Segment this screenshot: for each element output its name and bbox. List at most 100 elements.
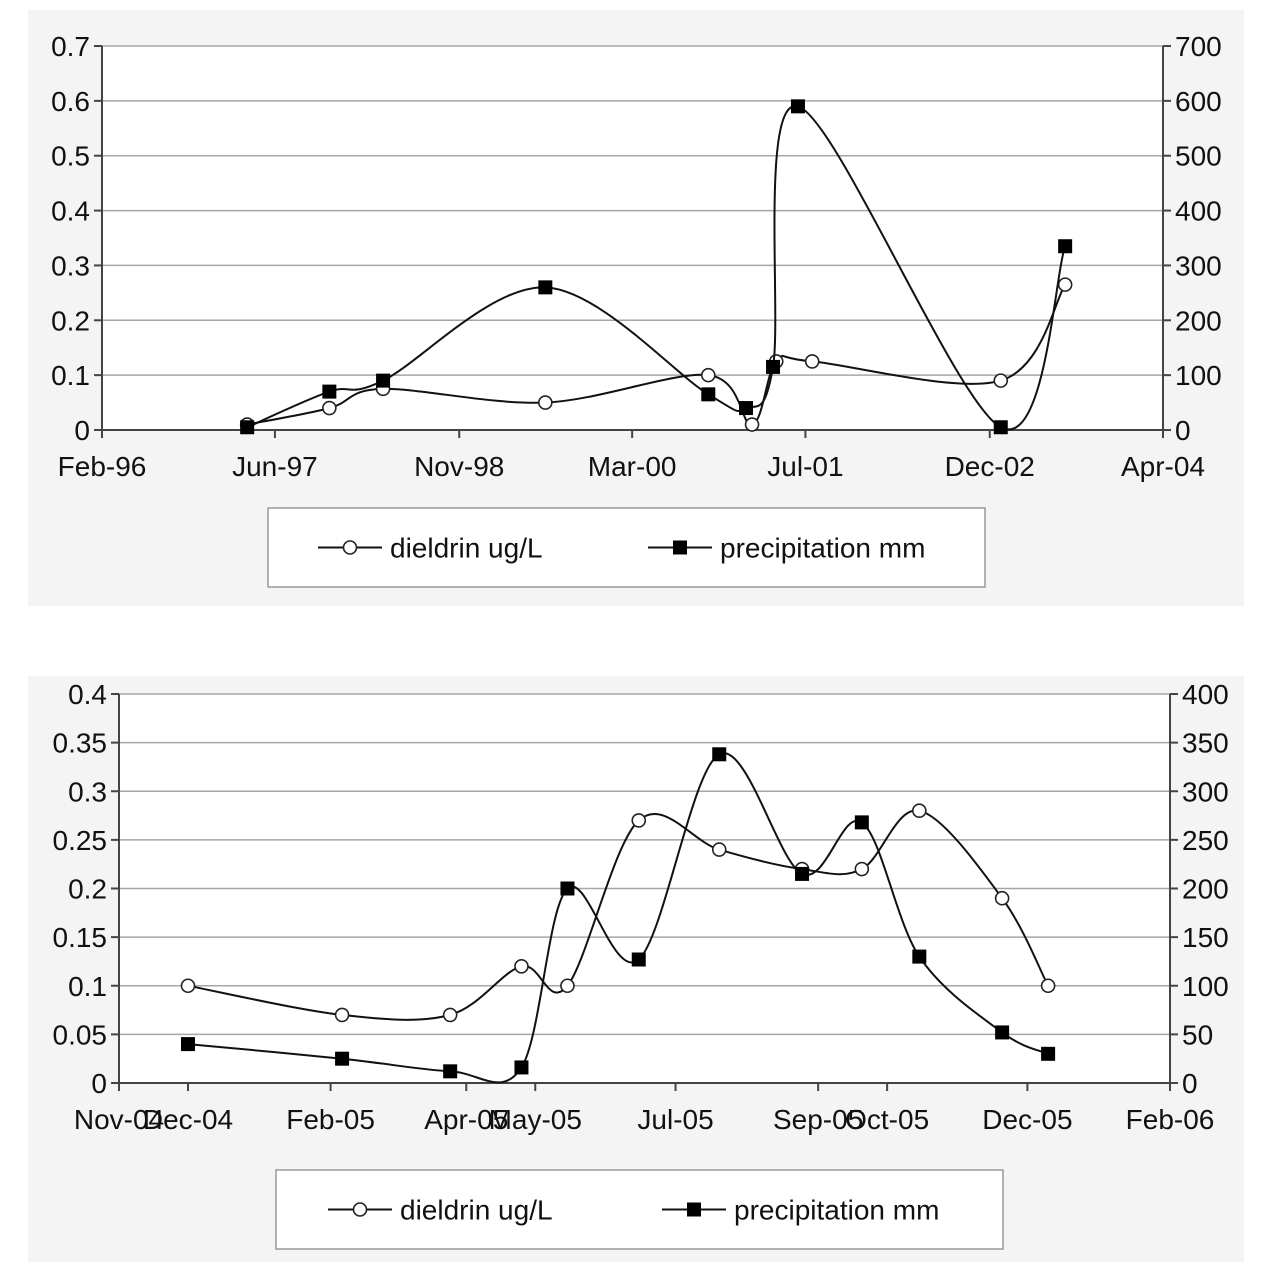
- data-point-circle: [322, 400, 337, 416]
- data-point-square: [854, 815, 869, 830]
- data-point-square: [1058, 239, 1073, 254]
- data-point-square: [712, 747, 727, 762]
- data-point-square: [443, 1064, 458, 1079]
- x-tick-label: Nov-04: [74, 1104, 164, 1135]
- y-right-tick-label: 0: [1175, 415, 1191, 446]
- y-left-tick-label: 0.15: [53, 922, 108, 953]
- x-tick-label: Jul-05: [637, 1104, 713, 1135]
- data-point-square: [376, 373, 391, 388]
- data-point-square: [240, 420, 255, 435]
- x-tick-label: Dec-04: [143, 1104, 233, 1135]
- y-right-tick-label: 100: [1182, 971, 1229, 1002]
- y-left-tick-label: 0.35: [53, 728, 108, 759]
- x-tick-label: Nov-98: [414, 451, 504, 482]
- data-point-square: [560, 881, 575, 896]
- data-point-square: [631, 952, 646, 967]
- x-tick-label: Feb-05: [286, 1104, 375, 1135]
- x-tick-label: May-05: [489, 1104, 582, 1135]
- y-right-tick-label: 50: [1182, 1019, 1213, 1050]
- legend-label: dieldrin ug/L: [390, 533, 543, 564]
- y-right-tick-label: 400: [1175, 196, 1222, 227]
- data-point-circle: [538, 395, 553, 410]
- legend-label: dieldrin ug/L: [400, 1195, 553, 1226]
- y-left-tick-label: 0: [91, 1068, 107, 1099]
- data-point-square: [795, 866, 810, 881]
- data-point-square: [1041, 1046, 1056, 1061]
- y-left-tick-label: 0: [74, 415, 90, 446]
- legend-label: precipitation mm: [734, 1195, 939, 1226]
- data-point-circle: [993, 373, 1009, 388]
- y-left-tick-label: 0.2: [51, 305, 90, 336]
- y-left-tick-label: 0.05: [53, 1019, 108, 1050]
- y-right-tick-label: 250: [1182, 825, 1229, 856]
- data-point-square: [701, 387, 716, 402]
- legend-box: [267, 507, 986, 588]
- y-left-tick-label: 0.7: [51, 31, 90, 62]
- y-left-tick-label: 0.4: [51, 196, 90, 227]
- data-point-square: [514, 1060, 529, 1075]
- data-point-square: [322, 384, 337, 399]
- y-left-tick-label: 0.6: [51, 86, 90, 117]
- x-tick-label: Apr-04: [1121, 451, 1205, 482]
- data-point-square: [993, 420, 1008, 435]
- data-point-circle: [744, 417, 760, 432]
- y-left-tick-label: 0.2: [68, 874, 107, 905]
- data-point-square: [180, 1037, 195, 1052]
- chart-1: 0 0.1 0.2 0.3 0.4 0.5 0.6 0.7 0 100 200 300 400 500 60…: [51, 31, 1222, 588]
- legend-marker-circle: [342, 540, 358, 555]
- data-point-circle: [442, 1007, 458, 1023]
- x-tick-label: Dec-05: [982, 1104, 1072, 1135]
- data-point-square: [739, 401, 754, 416]
- data-point-circle: [1057, 277, 1073, 292]
- y-left-tick-label: 0.25: [53, 825, 108, 856]
- data-point-circle: [700, 367, 716, 383]
- x-tick-label: Mar-00: [588, 451, 677, 482]
- data-point-circle: [804, 354, 820, 369]
- x-tick-label: Apr-05: [424, 1104, 508, 1135]
- data-point-square: [790, 99, 805, 114]
- data-point-square: [995, 1025, 1010, 1040]
- data-point-circle: [180, 978, 196, 994]
- data-point-circle: [514, 958, 529, 974]
- data-point-square: [912, 949, 927, 964]
- y-right-tick-label: 200: [1175, 305, 1222, 336]
- data-point-circle: [631, 813, 647, 828]
- legend-marker-circle: [352, 1202, 368, 1217]
- legend-box: [275, 1169, 1004, 1250]
- y-right-tick-label: 200: [1182, 874, 1229, 905]
- series-line: [187, 809, 1049, 1021]
- y-left-tick-label: 0.3: [51, 250, 90, 281]
- plot-area: [102, 46, 1163, 430]
- y-right-tick-label: 400: [1182, 679, 1229, 710]
- y-right-tick-label: 350: [1182, 728, 1229, 759]
- y-right-tick-label: 150: [1182, 922, 1229, 953]
- data-point-square: [766, 359, 781, 374]
- x-tick-label: Feb-06: [1126, 1104, 1215, 1135]
- legend-marker-square: [673, 540, 687, 555]
- x-tick-label: Dec-02: [945, 451, 1035, 482]
- y-left-tick-label: 0.4: [68, 679, 107, 710]
- data-point-circle: [711, 842, 727, 857]
- data-point-circle: [334, 1007, 350, 1023]
- y-right-tick-label: 0: [1182, 1068, 1198, 1099]
- x-tick-label: Sep-05: [773, 1104, 863, 1135]
- x-tick-label: Feb-96: [58, 451, 147, 482]
- x-tick-label: Oct-05: [845, 1104, 929, 1135]
- x-tick-label: Jul-01: [767, 451, 843, 482]
- chart-2: 0 0.05 0.1 0.15 0.2 0.25 0.3 0.35 0.4 0 50 100 150 20…: [53, 679, 1229, 1250]
- x-tick-label: Jun-97: [232, 451, 318, 482]
- y-left-tick-label: 0.1: [51, 360, 90, 391]
- y-left-tick-label: 0.3: [68, 776, 107, 807]
- legend-marker-square: [687, 1202, 701, 1217]
- data-point-square: [335, 1051, 350, 1066]
- y-right-tick-label: 100: [1175, 360, 1222, 391]
- legend-label: precipitation mm: [720, 533, 925, 564]
- y-right-tick-label: 300: [1182, 776, 1229, 807]
- y-right-tick-label: 600: [1175, 86, 1222, 117]
- y-left-tick-label: 0.1: [68, 971, 107, 1002]
- series-line: [247, 284, 1067, 426]
- data-point-circle: [994, 890, 1010, 906]
- y-right-tick-label: 700: [1175, 31, 1222, 62]
- y-left-tick-label: 0.5: [51, 141, 90, 172]
